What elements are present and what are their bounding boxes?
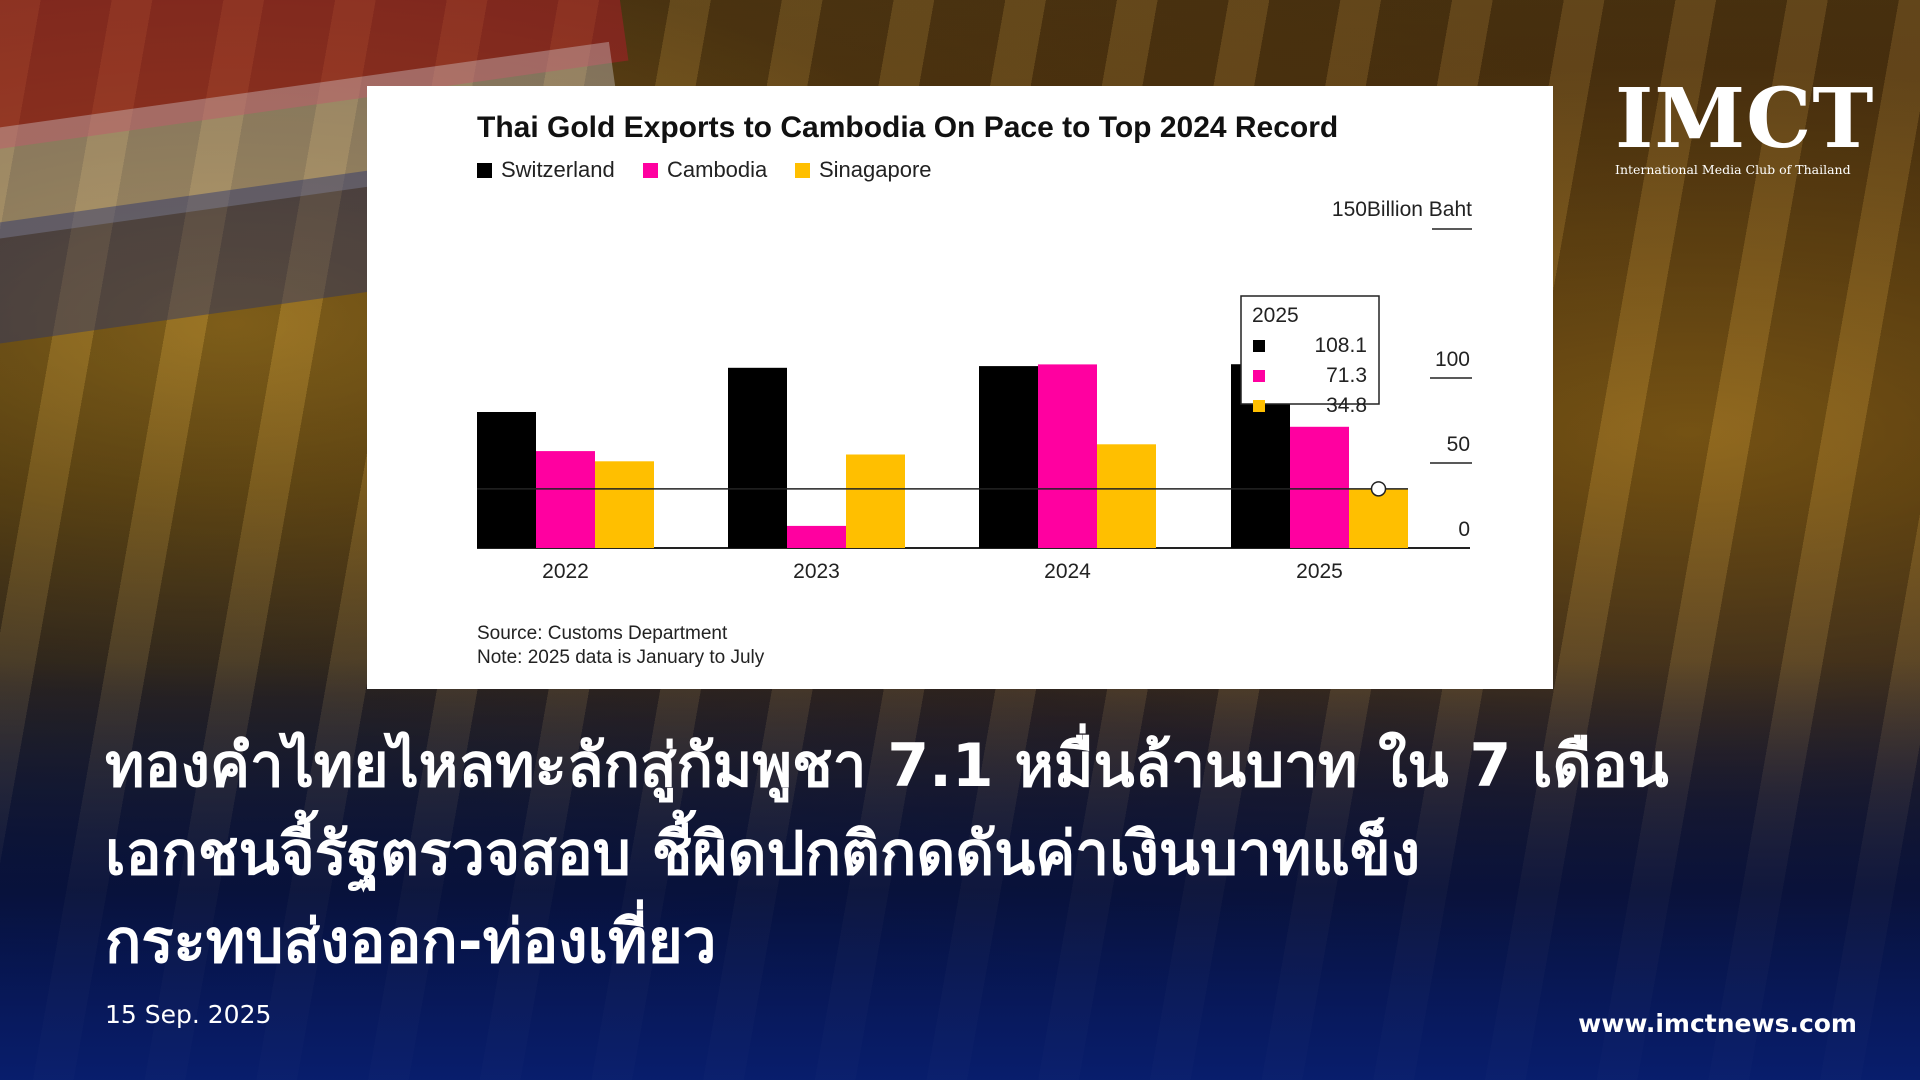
publish-date: 15 Sep. 2025 bbox=[105, 1000, 272, 1029]
headline-line-3: กระทบส่งออก-ท่องเที่ยว bbox=[105, 907, 717, 977]
bar-chart: Thai Gold Exports to Cambodia On Pace to… bbox=[477, 111, 1472, 668]
legend-label-2: Sinagapore bbox=[819, 157, 932, 182]
chart-source: Source: Customs Department bbox=[477, 623, 728, 644]
y-tick-label-0: 0 bbox=[1458, 518, 1470, 541]
imct-logo: IMCT International Media Club of Thailan… bbox=[1615, 71, 1875, 177]
bar-2023-0 bbox=[728, 367, 787, 548]
headline-line-1: ทองคำไทยไหลทะลักสู่กัมพูชา 7.1 หมื่นล้าน… bbox=[105, 731, 1669, 801]
chart-title: Thai Gold Exports to Cambodia On Pace to… bbox=[477, 111, 1338, 144]
bar-2022-1 bbox=[536, 451, 595, 548]
bar-2023-1 bbox=[787, 525, 846, 548]
legend-label-0: Switzerland bbox=[501, 157, 615, 182]
tooltip-swatch-1 bbox=[1253, 370, 1265, 382]
tooltip-value-1: 71.3 bbox=[1326, 364, 1367, 387]
bar-2023-2 bbox=[846, 454, 905, 548]
logo-text: IMCT bbox=[1615, 71, 1875, 167]
hover-marker bbox=[1370, 481, 1387, 497]
x-tick-label-1: 2023 bbox=[793, 560, 840, 583]
headline: ทองคำไทยไหลทะลักสู่กัมพูชา 7.1 หมื่นล้าน… bbox=[105, 722, 1885, 986]
bar-2024-0 bbox=[979, 366, 1038, 548]
x-tick-label-2: 2024 bbox=[1044, 560, 1091, 583]
x-tick-label-0: 2022 bbox=[542, 560, 589, 583]
unit-label: 150Billion Baht bbox=[1332, 198, 1472, 221]
bar-2025-2 bbox=[1349, 488, 1408, 548]
bar-2022-0 bbox=[477, 412, 536, 548]
tooltip-value-2: 34.8 bbox=[1326, 394, 1367, 417]
legend-swatch-0 bbox=[477, 163, 492, 178]
bar-2024-2 bbox=[1097, 444, 1156, 548]
bar-2024-1 bbox=[1038, 364, 1097, 548]
bottom-gradient bbox=[0, 660, 1920, 1080]
logo-subtitle: International Media Club of Thailand bbox=[1615, 162, 1851, 177]
chart-card: Thai Gold Exports to Cambodia On Pace to… bbox=[367, 86, 1553, 689]
y-tick-label-1: 50 bbox=[1447, 433, 1470, 456]
chart-note: Note: 2025 data is January to July bbox=[477, 647, 765, 668]
legend-swatch-1 bbox=[643, 163, 658, 178]
legend-swatch-2 bbox=[795, 163, 810, 178]
tooltip-swatch-2 bbox=[1253, 400, 1265, 412]
bar-2022-2 bbox=[595, 461, 654, 548]
tooltip-swatch-0 bbox=[1253, 340, 1265, 352]
legend-label-1: Cambodia bbox=[667, 157, 768, 182]
y-tick-label-2: 100 bbox=[1435, 348, 1470, 371]
tooltip-value-0: 108.1 bbox=[1314, 334, 1367, 357]
bar-2025-1 bbox=[1290, 426, 1349, 548]
x-tick-label-3: 2025 bbox=[1296, 560, 1343, 583]
website-link[interactable]: www.imctnews.com bbox=[1578, 1009, 1857, 1038]
tooltip-title: 2025 bbox=[1252, 304, 1299, 327]
headline-line-2: เอกชนจี้รัฐตรวจสอบ ชี้ผิดปกติกดดันค่าเงิ… bbox=[105, 819, 1421, 889]
